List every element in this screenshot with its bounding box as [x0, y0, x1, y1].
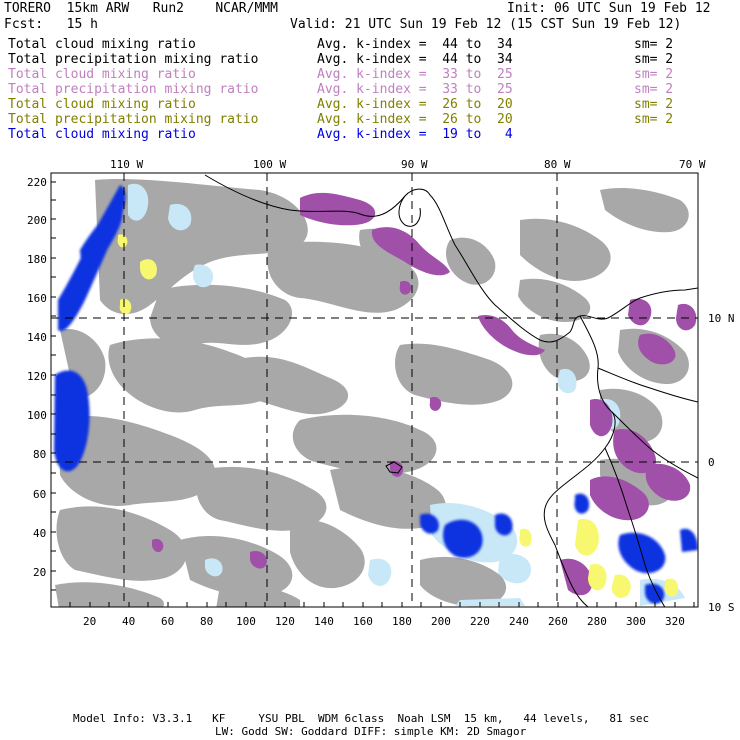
lat-label: 10 N — [708, 312, 735, 325]
y-tick-label: 200 — [27, 214, 47, 227]
field-layer — [51, 173, 698, 607]
x-tick-label: 20 — [83, 615, 97, 628]
map-frame — [50, 172, 699, 608]
legend-avg: Avg. k-index = 26 to 20 — [317, 97, 513, 112]
legend-field: Total precipitation mixing ratio — [8, 112, 259, 127]
x-tick-label: 300 — [626, 615, 646, 628]
y-tick-label: 120 — [27, 370, 47, 383]
model-physics: LW: Godd SW: Goddard DIFF: simple KM: 2D… — [215, 725, 527, 738]
legend-avg: Avg. k-index = 26 to 20 — [317, 112, 513, 127]
legend-field: Total precipitation mixing ratio — [8, 52, 259, 67]
legend-avg: Avg. k-index = 33 to 25 — [317, 67, 513, 82]
x-tick-label: 320 — [665, 615, 685, 628]
x-tick-label: 240 — [509, 615, 529, 628]
y-tick-label: 220 — [27, 176, 47, 189]
legend-field: Total cloud mixing ratio — [8, 127, 196, 142]
x-tick-label: 40 — [122, 615, 136, 628]
y-tick-label: 60 — [33, 488, 47, 501]
legend-field: Total precipitation mixing ratio — [8, 82, 259, 97]
x-tick-label: 180 — [392, 615, 412, 628]
legend-field: Total cloud mixing ratio — [8, 37, 196, 52]
legend-avg: Avg. k-index = 19 to 4 — [317, 127, 513, 142]
legend-sm: sm= 2 — [634, 97, 674, 112]
legend-avg: Avg. k-index = 44 to 34 — [317, 37, 513, 52]
x-tick-label: 260 — [548, 615, 568, 628]
lat-label: 0 — [708, 456, 715, 469]
legend-avg: Avg. k-index = 44 to 34 — [317, 52, 513, 67]
legend-sm: sm= 2 — [634, 82, 674, 97]
x-tick-label: 140 — [314, 615, 334, 628]
lon-label: 90 W — [401, 158, 428, 171]
y-tick-label: 20 — [33, 566, 47, 579]
y-tick-label: 40 — [33, 527, 47, 540]
purple-cloud-field — [152, 192, 697, 596]
x-tick-label: 100 — [236, 615, 256, 628]
legend-field: Total cloud mixing ratio — [8, 67, 196, 82]
y-tick-label: 140 — [27, 331, 47, 344]
coastlines — [204, 174, 698, 607]
valid-time: Valid: 21 UTC Sun 19 Feb 12 (15 CST Sun … — [290, 17, 682, 32]
legend-field: Total cloud mixing ratio — [8, 97, 196, 112]
y-tick-label: 100 — [27, 409, 47, 422]
lon-label: 110 W — [110, 158, 144, 171]
x-tick-label: 80 — [200, 615, 214, 628]
x-tick-label: 120 — [275, 615, 295, 628]
x-tick-label: 280 — [587, 615, 607, 628]
y-tick-label: 80 — [33, 448, 47, 461]
blue-cloud-field — [54, 185, 698, 604]
legend-sm: sm= 2 — [634, 37, 674, 52]
model-title: TORERO 15km ARW Run2 NCAR/MMM — [4, 1, 278, 16]
forecast-hour: Fcst: 15 h — [4, 17, 98, 32]
legend-sm: sm= 2 — [634, 112, 674, 127]
lon-label: 80 W — [544, 158, 571, 171]
model-info: Model Info: V3.3.1 KF YSU PBL WDM 6class… — [73, 712, 650, 725]
lat-label: 10 S — [708, 601, 735, 614]
init-time: Init: 06 UTC Sun 19 Feb 12 — [507, 1, 711, 16]
axis-ticks — [51, 181, 695, 607]
lon-label: 70 W — [679, 158, 706, 171]
x-tick-label: 220 — [470, 615, 490, 628]
x-tick-label: 60 — [161, 615, 175, 628]
y-tick-label: 180 — [27, 253, 47, 266]
x-tick-label: 200 — [431, 615, 451, 628]
y-tick-label: 160 — [27, 292, 47, 305]
lon-label: 100 W — [253, 158, 287, 171]
legend-avg: Avg. k-index = 33 to 25 — [317, 82, 513, 97]
lat-lon-grid — [51, 173, 698, 607]
legend-sm: sm= 2 — [634, 67, 674, 82]
legend-sm: sm= 2 — [634, 52, 674, 67]
x-tick-label: 160 — [353, 615, 373, 628]
yellow-cloud-field — [117, 234, 679, 598]
